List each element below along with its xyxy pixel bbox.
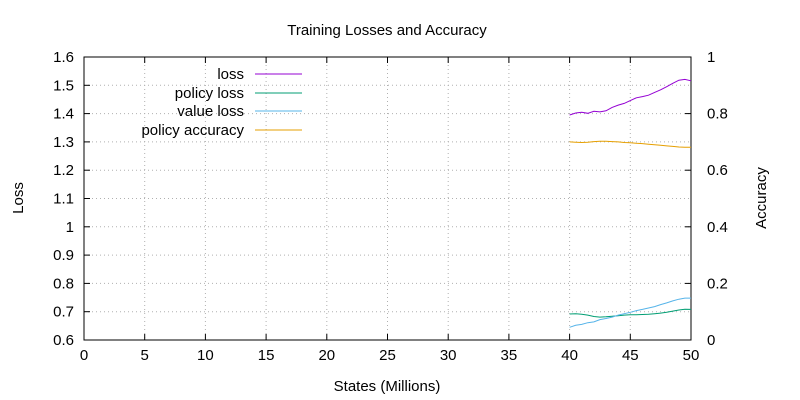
x-tick-label: 35 <box>501 347 518 364</box>
y-tick-label: 1.6 <box>53 49 74 66</box>
legend-entry-policy-accuracy: policy accuracy <box>141 122 302 139</box>
legend-entry-value-loss: value loss <box>177 103 302 120</box>
legend: loss policy loss value loss policy accur… <box>141 66 302 139</box>
legend-entry-loss: loss <box>217 66 302 83</box>
y-axis-label: Loss <box>10 182 27 214</box>
legend-label: value loss <box>177 103 244 120</box>
series-line-policy-accuracy <box>569 140 691 148</box>
x-tick-label: 25 <box>379 347 396 364</box>
chart-title: Training Losses and Accuracy <box>287 22 487 39</box>
y-tick-label: 1.5 <box>53 77 74 94</box>
x-axis-label: States (Millions) <box>334 378 441 395</box>
y-tick-label: 1.4 <box>53 106 74 123</box>
x-tick-label: 30 <box>440 347 457 364</box>
legend-label: policy loss <box>175 85 244 102</box>
y-tick-label: 0.9 <box>53 247 74 264</box>
y2-axis-label: Accuracy <box>753 167 770 229</box>
x-tick-label: 0 <box>80 347 88 364</box>
x-tick-label: 15 <box>258 347 275 364</box>
x-tick-label: 45 <box>622 347 639 364</box>
legend-entry-policy-loss: policy loss <box>175 85 302 102</box>
y-tick-label: 1.1 <box>53 191 74 208</box>
y2-tick-label: 1 <box>707 49 715 66</box>
legend-label: policy accuracy <box>141 122 244 139</box>
y-tick-label: 1.3 <box>53 134 74 151</box>
y-tick-label: 1 <box>66 219 74 236</box>
y-tick-label: 0.7 <box>53 304 74 321</box>
x-tick-label: 10 <box>197 347 214 364</box>
x-tick-label: 50 <box>683 347 700 364</box>
y2-tick-label: 0.4 <box>707 219 728 236</box>
y2-tick-label: 0 <box>707 332 715 349</box>
y-tick-label: 0.6 <box>53 332 74 349</box>
y2-tick-label: 0.6 <box>707 162 728 179</box>
series-line-loss <box>569 78 692 116</box>
y2-tick-label: 0.8 <box>707 106 728 123</box>
series-line-policy-loss <box>569 308 692 318</box>
y-tick-label: 1.2 <box>53 162 74 179</box>
y2-tick-label: 0.2 <box>707 275 728 292</box>
legend-label: loss <box>217 66 244 83</box>
y-tick-label: 0.8 <box>53 275 74 292</box>
x-tick-label: 40 <box>561 347 578 364</box>
series-lines <box>569 78 692 328</box>
axis-ticks: 0 5 10 15 20 25 30 35 40 45 500.60.70.80.911.11.21… <box>53 49 728 364</box>
x-tick-label: 5 <box>141 347 149 364</box>
x-tick-label: 20 <box>318 347 335 364</box>
series-line-value-loss <box>569 297 691 328</box>
